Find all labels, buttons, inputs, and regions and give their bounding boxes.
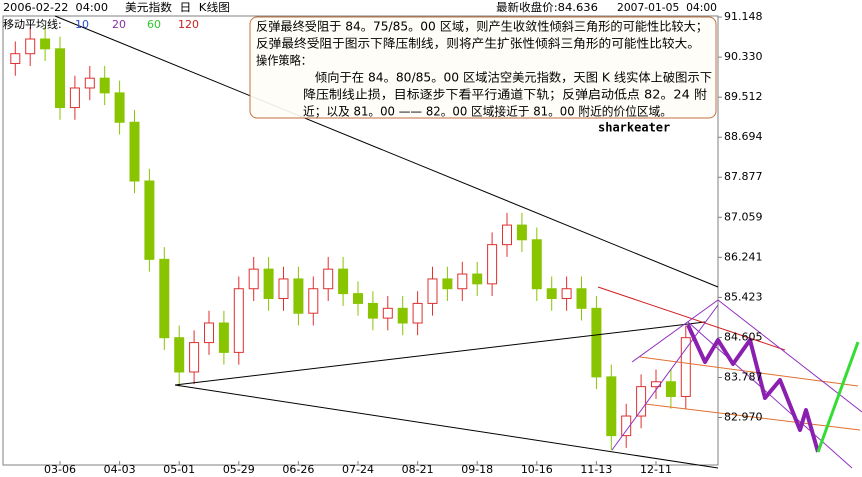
candle-body xyxy=(40,38,51,50)
x-tick-label: 03-06 xyxy=(44,463,76,476)
candle-body xyxy=(412,302,423,324)
signature: sharkeater xyxy=(598,121,670,135)
candle-body xyxy=(457,273,468,290)
candle-body xyxy=(129,121,140,182)
legend-title: 移动平均线: xyxy=(3,17,62,31)
candle-body xyxy=(159,258,170,339)
candle-body xyxy=(680,337,691,397)
candle-body xyxy=(308,288,319,314)
candle-body xyxy=(25,38,36,55)
candle-body xyxy=(69,87,80,109)
trend-line xyxy=(174,384,719,469)
candle-body xyxy=(114,92,125,123)
candle-body xyxy=(263,268,274,300)
x-tick-label: 05-01 xyxy=(163,463,195,476)
y-tick-label: 87.059 xyxy=(724,210,763,223)
x-tick-label: 06-26 xyxy=(282,463,314,476)
x-tick-label: 09-18 xyxy=(461,463,493,476)
projection-zigzag xyxy=(686,324,820,453)
candle-body xyxy=(531,239,542,290)
marks xyxy=(10,26,691,451)
annotation-line: 降压制线止损，目标逐步下看平行通道下轨；反弹启动低点 82。24 附 xyxy=(303,88,707,102)
candle-body xyxy=(367,302,378,319)
annotation-line: 反弹最终受阻于图示下降压制线，则将产生扩张性倾斜三角形的可能性比较大。 xyxy=(256,36,700,51)
annotation-line: 倾向于在 84。80/85。00 区域沽空美元指数，天图 K 线实体上破图示下 xyxy=(315,70,712,85)
y-tick-label: 85.423 xyxy=(724,290,763,303)
trend-line xyxy=(174,321,706,386)
candle-body xyxy=(323,268,334,290)
annotation-line: 操作策略： xyxy=(256,53,312,68)
y-tick-label: 86.241 xyxy=(724,250,763,263)
candle-body xyxy=(382,307,393,319)
candle-body xyxy=(606,376,617,437)
annotation-line: 近；以及 81。00 —— 82。00 区域接近于 81。00 附近的价位区域。 xyxy=(303,104,672,119)
y-tick-label: 89.512 xyxy=(724,90,763,103)
candle-body xyxy=(442,278,453,290)
legend-entry: 10 xyxy=(75,18,89,31)
candle-body xyxy=(144,180,155,260)
channel-line xyxy=(644,403,861,431)
y-tick-label: 84.605 xyxy=(724,330,763,343)
legend-entry: 20 xyxy=(112,18,126,31)
candle-body xyxy=(248,268,259,290)
candle-body xyxy=(174,337,185,373)
annotation-line: 反弹最终受阻于 84。75/85。00 区域，则产生收敛性倾斜三角形的可能性比较… xyxy=(256,19,708,34)
candle-body xyxy=(546,288,557,300)
chart-title: 美元指数 日 K线图 xyxy=(125,0,230,14)
y-tick-label: 91.148 xyxy=(724,10,763,23)
candle-body xyxy=(353,293,363,304)
channel-line xyxy=(611,304,719,451)
x-tick-label: 05-29 xyxy=(223,463,255,476)
candle-body xyxy=(502,224,512,246)
legend-entry: 120 xyxy=(178,18,199,31)
candle-body xyxy=(218,322,229,353)
x-tick-label: 08-21 xyxy=(402,463,434,476)
candle-body xyxy=(487,244,498,285)
last-close: 最新收盘价:84.636 xyxy=(496,0,598,14)
end-date: 2007-01-05 04:00 xyxy=(617,1,717,14)
candle-body xyxy=(621,415,632,437)
x-tick-label: 12-11 xyxy=(640,463,672,476)
candle-body xyxy=(338,268,349,295)
candle-body xyxy=(591,307,602,378)
candle-body xyxy=(516,224,527,241)
x-tick-label: 11-13 xyxy=(580,463,612,476)
y-tick-label: 83.787 xyxy=(724,371,763,384)
candle-body xyxy=(472,273,483,285)
annotation-box xyxy=(249,16,717,119)
y-tick-label: 87.877 xyxy=(724,170,763,183)
candle-body xyxy=(293,278,304,314)
x-tick-label: 04-03 xyxy=(104,463,136,476)
candle-body xyxy=(576,288,587,309)
y-tick-label: 82.970 xyxy=(724,411,763,424)
candle-body xyxy=(561,288,572,300)
start-date: 2006-02-22 04:00 xyxy=(3,1,108,14)
candle-body xyxy=(84,77,95,89)
projection-up xyxy=(816,341,860,453)
plot-frame xyxy=(2,15,719,466)
candle-body xyxy=(99,77,110,94)
y-tick-label: 90.330 xyxy=(724,50,763,63)
candle-body xyxy=(397,307,408,324)
legend-entry: 60 xyxy=(147,18,161,31)
candle-body xyxy=(427,278,438,304)
candle-body xyxy=(55,48,65,109)
x-tick-label: 07-24 xyxy=(342,463,374,476)
candle-body xyxy=(278,278,289,300)
candle-body xyxy=(233,288,244,353)
candle-body xyxy=(10,53,21,64)
y-tick-label: 88.694 xyxy=(724,130,763,143)
candle-body xyxy=(189,342,200,373)
x-tick-label: 10-16 xyxy=(521,463,553,476)
trend-lines xyxy=(54,15,862,469)
candle-body xyxy=(204,322,214,344)
trend-line xyxy=(54,15,719,288)
candle-body xyxy=(636,386,647,417)
candle-body xyxy=(665,381,676,397)
channel-line xyxy=(631,299,719,363)
